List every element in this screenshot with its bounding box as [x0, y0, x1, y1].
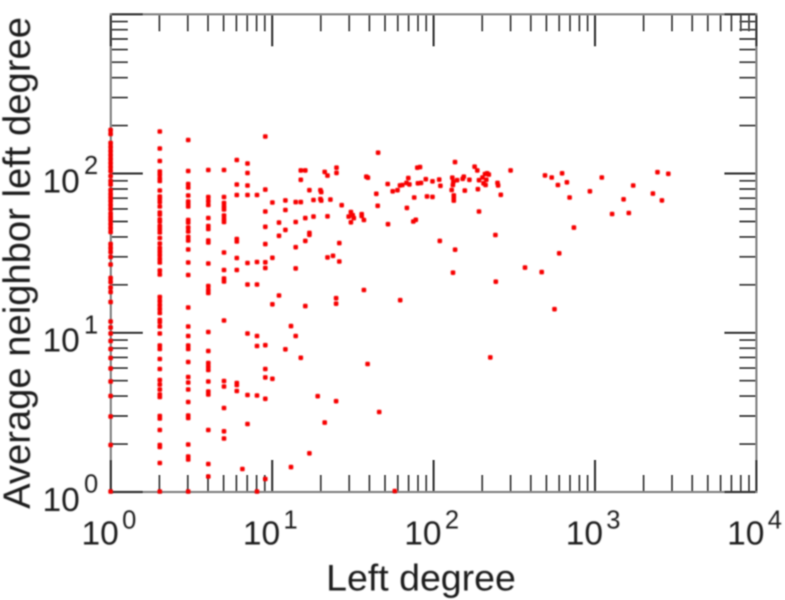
svg-text:10: 10	[404, 516, 441, 553]
svg-text:0: 0	[122, 506, 136, 534]
svg-text:Left degree: Left degree	[326, 556, 516, 598]
svg-text:1: 1	[284, 506, 298, 534]
svg-text:10: 10	[566, 516, 603, 553]
svg-text:2: 2	[84, 152, 98, 180]
svg-text:10: 10	[43, 323, 80, 360]
svg-text:10: 10	[727, 516, 764, 553]
svg-text:10: 10	[43, 163, 80, 200]
svg-text:1: 1	[84, 311, 98, 339]
svg-text:Average neighbor left degree: Average neighbor left degree	[0, 17, 39, 509]
svg-text:3: 3	[606, 506, 620, 534]
svg-text:0: 0	[84, 471, 98, 499]
svg-text:2: 2	[445, 506, 459, 534]
svg-text:10: 10	[243, 516, 280, 553]
svg-text:4: 4	[768, 506, 782, 534]
svg-text:10: 10	[82, 516, 119, 553]
svg-text:10: 10	[43, 482, 80, 519]
